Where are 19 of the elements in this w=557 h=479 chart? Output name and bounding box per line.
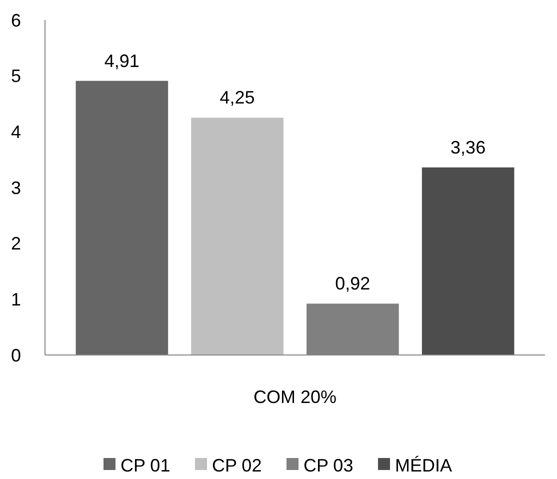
legend-label: CP 02 [212, 455, 262, 476]
y-tick-label: 4 [10, 122, 21, 142]
data-label: 0,92 [335, 274, 370, 294]
y-tick-label: 0 [10, 345, 21, 366]
y-tick-label: 2 [10, 234, 21, 254]
data-label: 4,25 [220, 88, 255, 108]
bar [191, 118, 284, 355]
y-tick-label: 6 [10, 10, 21, 30]
x-tick-label: COM 20% [253, 387, 337, 407]
y-tick-label: 5 [10, 66, 21, 86]
data-label: 4,91 [104, 50, 140, 71]
y-tick-label: 1 [10, 289, 21, 310]
legend-label: CP 01 [120, 455, 170, 476]
bar [76, 80, 168, 355]
y-tick-label: 3 [10, 178, 21, 198]
legend-label: MÉDIA [395, 455, 452, 476]
data-label: 3,36 [450, 137, 486, 158]
bar [422, 167, 514, 355]
legend-label: CP 03 [304, 455, 354, 476]
